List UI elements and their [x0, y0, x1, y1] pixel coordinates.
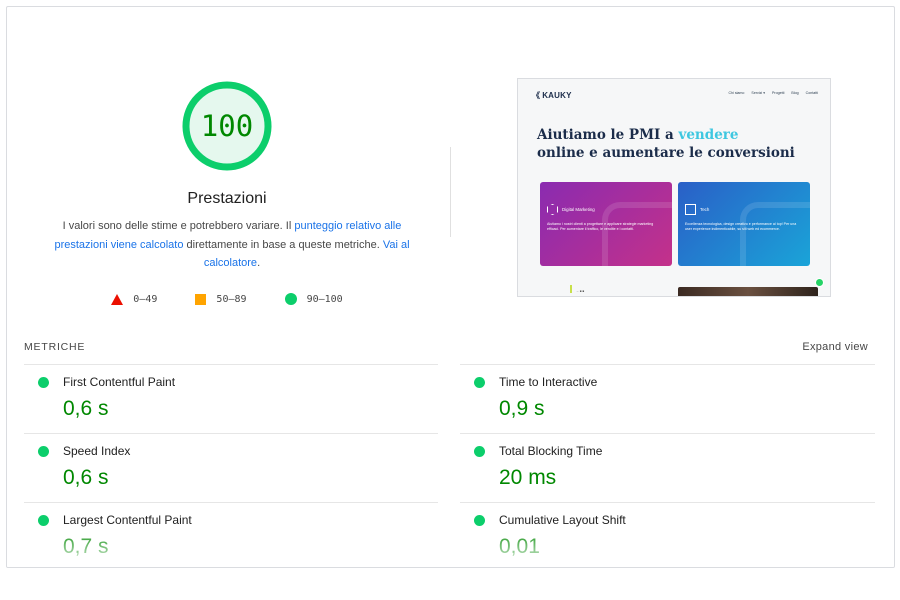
card-decoration: [602, 202, 672, 266]
legend-range: 50–89: [216, 294, 247, 305]
divider: [24, 433, 438, 434]
divider: [24, 364, 438, 365]
site-nav-item: Contatti: [805, 91, 818, 95]
pass-circle-icon: [474, 446, 485, 457]
site-headline: Aiutiamo le PMI a vendere: [537, 127, 739, 143]
metric-name: Largest Contentful Paint: [63, 513, 192, 527]
metric-time-to-interactive: Time to Interactive 0,9 s: [462, 369, 862, 439]
metric-value: 0,7 s: [63, 535, 109, 558]
triangle-icon: [111, 294, 124, 305]
pass-circle-icon: [38, 446, 49, 457]
metric-name: Speed Index: [63, 444, 131, 458]
score-legend: 0–49 50–89 90–100: [7, 293, 447, 308]
metric-value: 0,6 s: [63, 466, 109, 489]
card-label: Digital Marketing: [562, 207, 595, 212]
metric-name: Cumulative Layout Shift: [499, 513, 626, 527]
score-description: I valori sono delle stime e potrebbero v…: [37, 217, 427, 273]
service-card-marketing: Digital Marketing Aiutiamo i nostri clie…: [540, 182, 672, 266]
square-outline-icon: [685, 204, 696, 215]
site-headline-line2: online e aumentare le conversioni: [537, 145, 795, 161]
bottom-image: [678, 287, 818, 296]
metric-name: Total Blocking Time: [499, 444, 603, 458]
legend-range: 0–49: [133, 294, 158, 305]
site-nav-item: Servizi ▾: [751, 91, 766, 95]
square-icon: [195, 294, 207, 305]
site-nav-item: Chi siamo: [728, 91, 745, 95]
pass-circle-icon: [474, 515, 485, 526]
metric-value: 20 ms: [499, 466, 557, 489]
service-card-tech: Tech Eccellenza tecnologica, design crea…: [678, 182, 810, 266]
legend-range: 90–100: [306, 293, 343, 305]
card-label: Tech: [700, 207, 710, 212]
metric-name: Time to Interactive: [499, 375, 598, 389]
performance-score-gauge[interactable]: 100: [181, 80, 273, 172]
metric-value: 0,6 s: [63, 397, 109, 420]
kauky-logo-icon: 《: [532, 91, 541, 100]
calculator-link[interactable]: Vai al calcolatore: [203, 238, 410, 270]
expand-view-toggle[interactable]: Expand view: [802, 341, 868, 353]
card-text: Aiutiamo i nostri clienti a progettare e…: [547, 222, 654, 231]
legend-item-pass: 90–100: [284, 293, 343, 305]
divider: [460, 502, 875, 503]
vertical-divider: [450, 147, 451, 237]
site-nav: Chi siamo Servizi ▾ Progetti Blog Contat…: [728, 91, 818, 95]
page-screenshot-thumbnail[interactable]: 《 KAUKY Chi siamo Servizi ▾ Progetti Blog…: [517, 78, 831, 297]
legend-item-fail: 0–49: [111, 294, 157, 305]
card-decoration: [740, 202, 810, 266]
description-text: direttamente in base a queste metriche.: [183, 238, 383, 251]
site-nav-item: Progetti: [772, 91, 785, 95]
bottom-text: → ■ ■: [576, 289, 585, 293]
report-panel: 100 Prestazioni I valori sono delle stim…: [6, 6, 895, 568]
gauge-ring-icon: [182, 81, 272, 171]
card-text: Eccellenza tecnologica, design creativo …: [685, 222, 797, 231]
score-calculation-link[interactable]: punteggio relativo alle prestazioni vien…: [54, 220, 402, 251]
pass-circle-icon: [38, 377, 49, 388]
site-logo: 《 KAUKY: [532, 91, 572, 100]
metric-value: 0,01: [499, 535, 540, 558]
metric-cumulative-layout-shift: Cumulative Layout Shift 0,01: [462, 507, 862, 567]
description-text: .: [257, 257, 261, 269]
metric-first-contentful-paint: First Contentful Paint 0,6 s: [26, 369, 426, 439]
category-title: Prestazioni: [187, 190, 267, 207]
hexagon-icon: [547, 204, 558, 215]
metrics-section-title: METRICHE: [24, 341, 86, 353]
pass-circle-icon: [474, 377, 485, 388]
legend-item-average: 50–89: [195, 294, 247, 305]
metric-name: First Contentful Paint: [63, 375, 176, 389]
metric-speed-index: Speed Index 0,6 s: [26, 438, 426, 508]
score-value: 100: [200, 109, 254, 143]
metric-total-blocking-time: Total Blocking Time 20 ms: [462, 438, 862, 508]
metric-value: 0,9 s: [499, 397, 545, 420]
pass-circle-icon: [38, 515, 49, 526]
divider: [460, 364, 875, 365]
description-text: I valori sono delle stime e potrebbero v…: [62, 220, 295, 232]
circle-icon: [284, 293, 297, 305]
metric-largest-contentful-paint: Largest Contentful Paint 0,7 s: [26, 507, 426, 567]
headline-highlight: vendere: [678, 127, 739, 143]
divider: [24, 502, 438, 503]
divider: [460, 433, 875, 434]
whatsapp-icon: [815, 278, 824, 287]
site-nav-item: Blog: [791, 91, 799, 95]
accent-bar: [570, 285, 572, 293]
